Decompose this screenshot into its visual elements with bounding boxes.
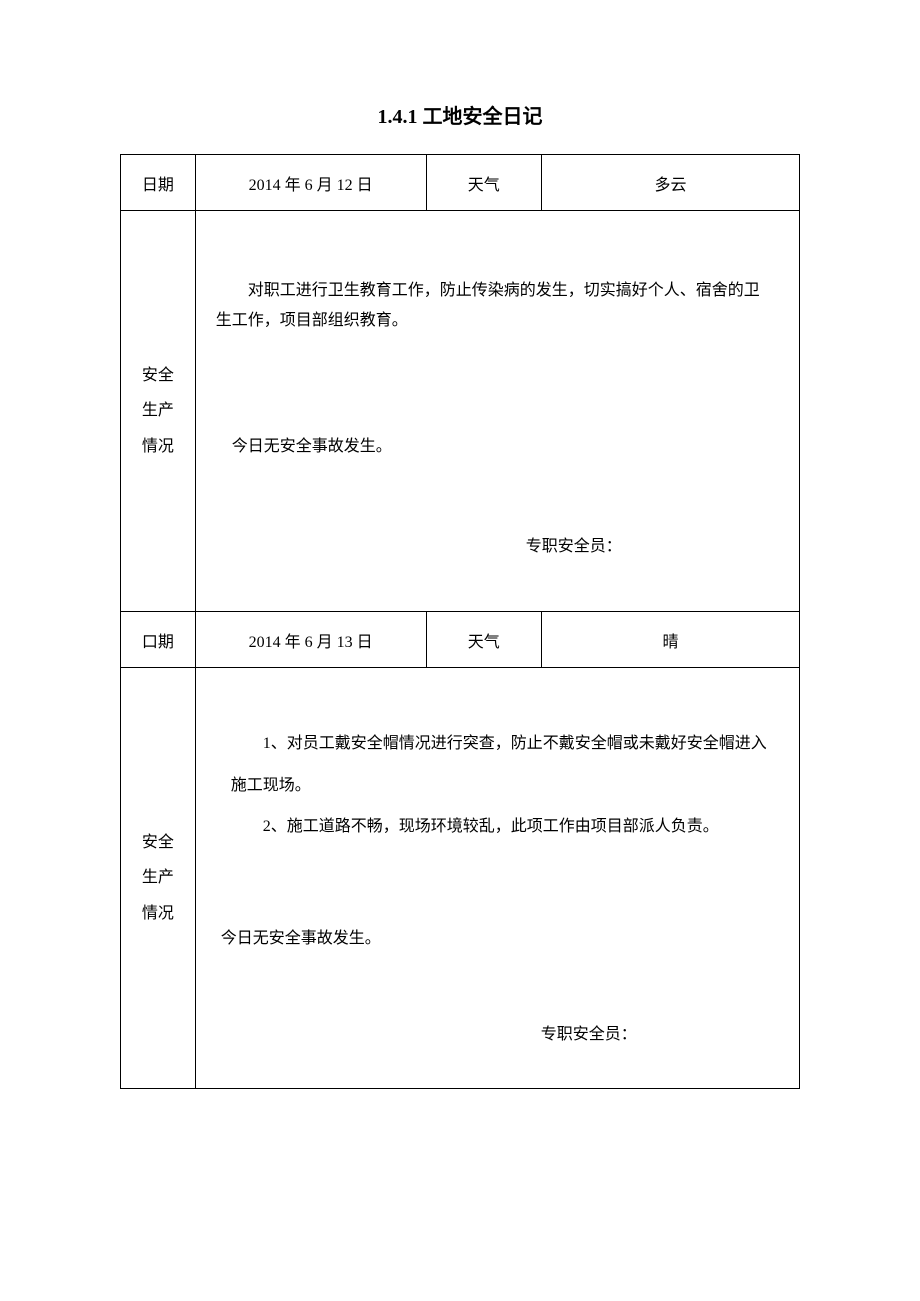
side-label-line-2: 生产 xyxy=(121,393,195,428)
weather-label: 天气 xyxy=(426,612,541,668)
entry-1-header-row: 日期 2014 年 6 月 12 日 天气 多云 xyxy=(121,155,800,211)
weather-value: 多云 xyxy=(541,155,799,211)
entry-1-content-row: 安全 生产 情况 对职工进行卫生教育工作，防止传染病的发生，切实搞好个人、宿舍的… xyxy=(121,211,800,612)
content-cell: 1、对员工戴安全帽情况进行突查，防止不戴安全帽或未戴好安全帽进入施工现场。 2、… xyxy=(195,668,799,1089)
side-label-line-2: 生产 xyxy=(121,860,195,895)
entry-2-content-row: 安全 生产 情况 1、对员工戴安全帽情况进行突查，防止不戴安全帽或未戴好安全帽进… xyxy=(121,668,800,1089)
date-value: 2014 年 6 月 13 日 xyxy=(195,612,426,668)
diary-table: 日期 2014 年 6 月 12 日 天气 多云 安全 生产 情况 对职工进行卫… xyxy=(120,154,800,1089)
entry-2-header-row: 口期 2014 年 6 月 13 日 天气 晴 xyxy=(121,612,800,668)
content-paragraph-1: 1、对员工戴安全帽情况进行突查，防止不戴安全帽或未戴好安全帽进入施工现场。 xyxy=(231,723,779,806)
no-accident-text: 今日无安全事故发生。 xyxy=(221,918,779,960)
officer-label: 专职安全员： xyxy=(231,1014,779,1056)
page-title: 1.4.1 工地安全日记 xyxy=(120,100,800,129)
side-label-line-1: 安全 xyxy=(121,358,195,393)
side-label: 安全 生产 情况 xyxy=(121,211,196,612)
side-label-line-3: 情况 xyxy=(121,896,195,931)
officer-label: 专职安全员： xyxy=(216,532,769,562)
content-paragraph-1: 对职工进行卫生教育工作，防止传染病的发生，切实搞好个人、宿舍的卫生工作，项目部组… xyxy=(216,276,769,337)
date-label: 口期 xyxy=(121,612,196,668)
no-accident-text: 今日无安全事故发生。 xyxy=(216,432,769,462)
content-inner: 对职工进行卫生教育工作，防止传染病的发生，切实搞好个人、宿舍的卫生工作，项目部组… xyxy=(196,211,799,611)
weather-label: 天气 xyxy=(426,155,541,211)
side-label-line-1: 安全 xyxy=(121,825,195,860)
content-inner: 1、对员工戴安全帽情况进行突查，防止不戴安全帽或未戴好安全帽进入施工现场。 2、… xyxy=(196,668,799,1088)
side-label-line-3: 情况 xyxy=(121,429,195,464)
date-value: 2014 年 6 月 12 日 xyxy=(195,155,426,211)
weather-value: 晴 xyxy=(541,612,799,668)
content-paragraph-2: 2、施工道路不畅，现场环境较乱，此项工作由项目部派人负责。 xyxy=(231,806,779,848)
date-label: 日期 xyxy=(121,155,196,211)
side-label: 安全 生产 情况 xyxy=(121,668,196,1089)
content-cell: 对职工进行卫生教育工作，防止传染病的发生，切实搞好个人、宿舍的卫生工作，项目部组… xyxy=(195,211,799,612)
